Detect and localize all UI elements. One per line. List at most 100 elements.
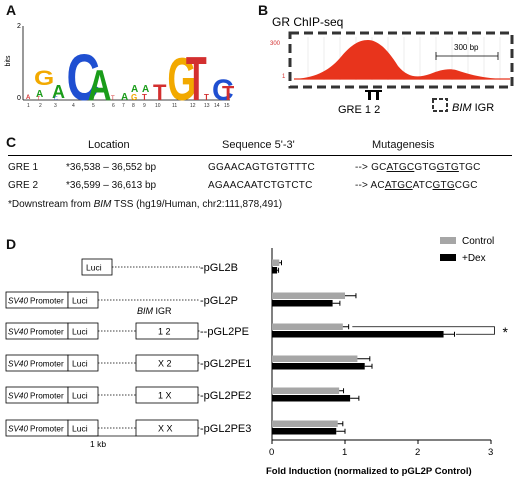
construct-row-6: SV40 Promoter Luci X X -pGL2PE3 <box>5 419 251 437</box>
svg-text:4: 4 <box>72 103 75 109</box>
chipseq-ytick-bottom: 1 <box>282 74 286 80</box>
chipseq-scale-label: 300 bp <box>454 43 479 52</box>
svg-text:C: C <box>67 41 100 115</box>
gre2-sequence: AGAACAATCTGTCTC <box>208 180 313 191</box>
chipseq-track: GR ChIP-seq 300 1 300 bp GRE 1 2 BIM IGR <box>270 15 514 116</box>
chipseq-peak <box>294 40 510 79</box>
svg-text:T: T <box>37 96 40 102</box>
construct-name: -pGL2B <box>200 262 238 274</box>
gre2-location: *36,599 – 36,613 bp <box>66 180 157 191</box>
bar-control-pGL2P <box>272 292 345 299</box>
logo-ylabel: bits <box>5 55 12 66</box>
svg-text:1: 1 <box>27 103 30 109</box>
gre1-name: GRE 1 <box>8 162 39 173</box>
panel-b-letter: B <box>258 2 269 18</box>
legend-swatch-control <box>440 237 456 244</box>
x-tick-label: 0 <box>269 447 274 458</box>
svg-text:10: 10 <box>155 103 161 109</box>
bim-igr-heading: BIM IGR <box>137 306 172 316</box>
luci-label: Luci <box>86 263 102 273</box>
construct-row-1: Luci -pGL2B <box>81 258 238 276</box>
bar-dex-pGL2PE1 <box>272 363 365 370</box>
svg-text:A: A <box>121 92 128 103</box>
gre1-location: *36,538 – 36,552 bp <box>66 162 157 173</box>
promoter-word: Promoter <box>30 328 64 337</box>
chipseq-igr-rest: IGR <box>472 102 495 114</box>
chipseq-title: GR ChIP-seq <box>272 15 343 29</box>
bar-control-pGL2PE3 <box>272 420 338 427</box>
sv40-promoter-label: SV40 <box>8 392 28 401</box>
x-tick-label: 3 <box>488 447 493 458</box>
construct-row-2: SV40 Promoter Luci -pGL2P <box>5 291 238 309</box>
luci-label: Luci <box>72 296 88 306</box>
x-axis-label: Fold Induction (normalized to pGL2P Cont… <box>266 466 472 477</box>
panel-c-letter: C <box>6 134 17 150</box>
svg-text:7: 7 <box>122 103 125 109</box>
panel-a-letter: A <box>6 2 17 18</box>
svg-text:A: A <box>36 89 43 100</box>
svg-text:G: G <box>34 66 54 89</box>
chipseq-igr-italic: BIM <box>452 102 472 114</box>
construct-name: -pGL2PE1 <box>200 358 251 370</box>
construct-row-3: SV40 Promoter Luci 1 2 --pGL2PE <box>5 322 249 340</box>
svg-text:T: T <box>222 83 234 105</box>
logo-pos-1: A <box>26 95 31 101</box>
logo-pos-13: T <box>204 93 209 102</box>
svg-text:3: 3 <box>54 103 57 109</box>
promoter-word: Promoter <box>30 425 64 434</box>
bar-control-pGL2PE2 <box>272 387 340 394</box>
construct-row-4: SV40 Promoter Luci X 2 -pGL2PE1 <box>5 354 251 372</box>
bar-control-pGL2B <box>272 259 280 266</box>
chipseq-gre-label: GRE 1 2 <box>338 104 380 116</box>
svg-text:T: T <box>204 93 209 102</box>
igr-gre-marks: X X <box>158 424 173 434</box>
svg-text:11: 11 <box>172 103 177 109</box>
col-sequence-header: Sequence 5'-3' <box>222 139 295 151</box>
gre2-mutation-arrow: --> <box>355 180 371 191</box>
bar-control-pGL2PE <box>272 323 343 330</box>
logo-pos-11: G <box>167 46 196 113</box>
igr-gre-marks: X 2 <box>158 359 172 369</box>
svg-text:15: 15 <box>224 103 230 109</box>
col-location-header: Location <box>88 139 130 151</box>
sv40-promoter-label: SV40 <box>8 328 28 337</box>
x-tick-label: 2 <box>415 447 420 458</box>
construct-name: -pGL2P <box>200 295 238 307</box>
logo-pos-6: T <box>111 96 115 102</box>
legend-swatch-dex <box>440 254 456 261</box>
gre1-sequence: GGAACAGTGTGTTTC <box>208 162 315 173</box>
promoter-word: Promoter <box>30 360 64 369</box>
logo-pos-8: A G <box>131 84 138 102</box>
construct-name: --pGL2PE <box>200 326 249 338</box>
logo-ytick-bottom: 0 <box>17 95 21 102</box>
logo-pos-12: T <box>186 44 207 113</box>
svg-text:5: 5 <box>92 103 95 109</box>
sv40-promoter-label: SV40 <box>8 297 28 306</box>
col-mutagenesis-header: Mutagenesis <box>372 139 435 151</box>
svg-text:14: 14 <box>214 103 220 109</box>
gre1-mutation-arrow: --> <box>355 162 372 173</box>
bar-dex-pGL2PE3 <box>272 428 337 435</box>
svg-text:T: T <box>142 93 147 102</box>
gre1-mutation: --> GCATGCGTGGTGTGC <box>355 162 481 173</box>
kb-scale-label: 1 kb <box>90 439 106 449</box>
svg-text:13: 13 <box>204 103 210 109</box>
logo-ytick-top: 2 <box>17 23 21 30</box>
svg-text:T: T <box>153 80 167 105</box>
bar-control-pGL2PE1 <box>272 355 358 362</box>
svg-text:T: T <box>111 96 115 102</box>
sequence-logo: bits 2 0 A G A T A C C A T A A G A T T <box>5 23 234 115</box>
bar-dex-pGL2PE <box>272 331 444 338</box>
svg-text:C: C <box>212 74 234 107</box>
gre2-mutation: --> ACATGCATCGTGCGC <box>355 180 478 191</box>
svg-text:A: A <box>88 62 112 111</box>
bar-dex-pGL2B <box>272 267 278 274</box>
svg-text:12: 12 <box>190 103 196 109</box>
x-tick-label: 1 <box>342 447 347 458</box>
logo-pos-2: G A T <box>34 66 54 102</box>
svg-text:9: 9 <box>143 103 146 109</box>
logo-pos-3: A C <box>52 82 65 102</box>
promoter-word: Promoter <box>30 297 64 306</box>
svg-text:G: G <box>131 93 137 102</box>
